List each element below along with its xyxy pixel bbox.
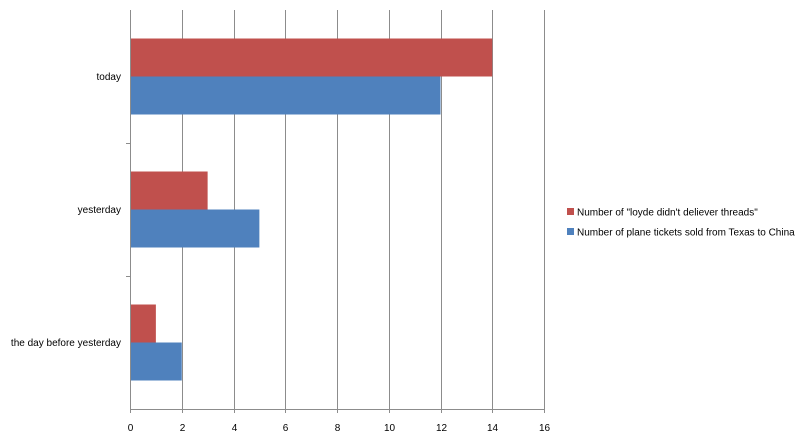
bar-tickets-1: [131, 209, 260, 248]
legend-label: Number of plane tickets sold from Texas …: [577, 228, 795, 239]
bar-tickets-0: [131, 76, 441, 115]
category-label: yesterday: [78, 205, 121, 216]
legend-swatch: [567, 228, 574, 235]
bar-threads-1: [131, 171, 208, 210]
x-tick-label: 10: [384, 423, 396, 434]
x-tick-label: 12: [436, 423, 448, 434]
legend-swatch: [567, 208, 574, 215]
x-tick-label: 4: [232, 423, 238, 434]
bar-threads-0: [131, 38, 493, 77]
category-label: the day before yesterday: [11, 338, 121, 349]
axes: [126, 10, 545, 413]
bar-tickets-2: [131, 342, 182, 381]
x-tick-label: 8: [335, 423, 341, 434]
legend: Number of "loyde didn't deliever threads…: [567, 208, 795, 239]
x-tick-label: 0: [128, 423, 134, 434]
bar-threads-2: [131, 304, 156, 343]
x-tick-label: 14: [487, 423, 499, 434]
x-tick-label: 2: [180, 423, 186, 434]
bars: [131, 38, 493, 381]
category-labels: today yesterday the day before yesterday: [11, 72, 121, 349]
category-label: today: [97, 72, 121, 83]
legend-label: Number of "loyde didn't deliever threads…: [577, 208, 758, 219]
x-tick-labels: 0 2 4 6 8 10 12 14 16: [128, 423, 551, 434]
x-tick-label: 16: [539, 423, 551, 434]
x-tick-label: 6: [283, 423, 289, 434]
